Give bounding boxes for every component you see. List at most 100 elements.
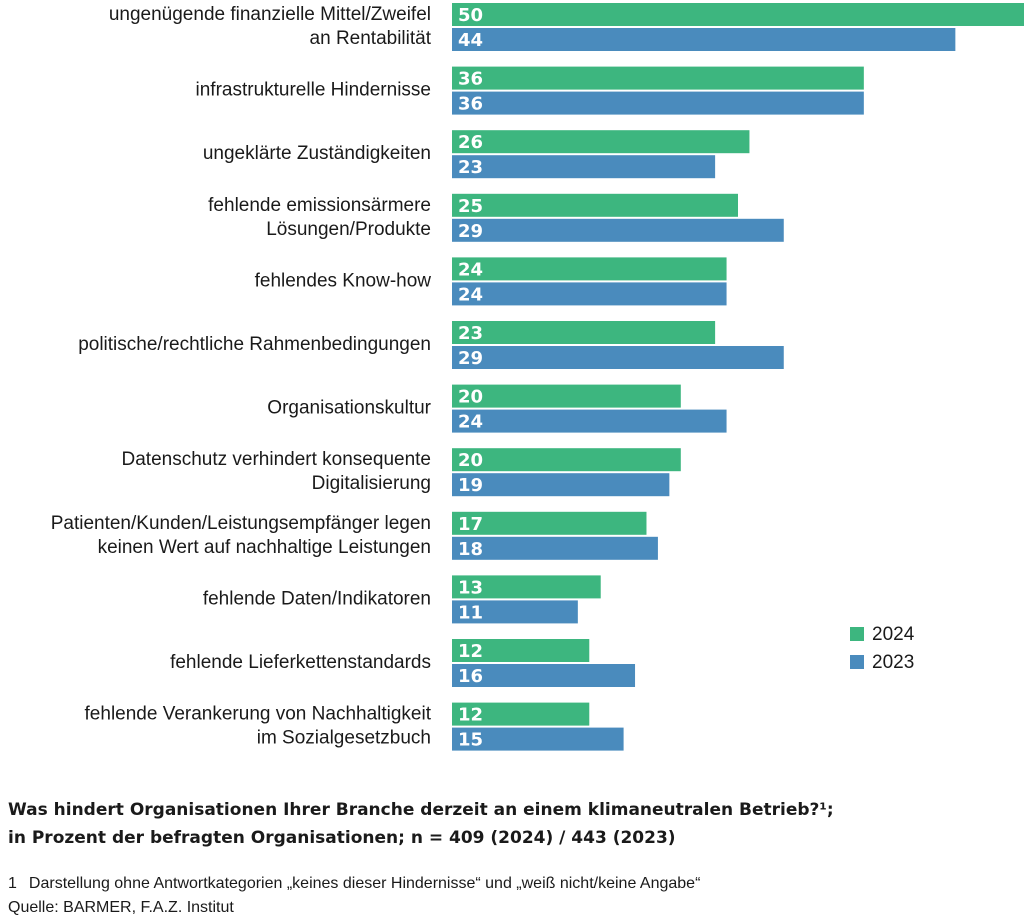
category-label-line: fehlende Verankerung von Nachhaltigkeit: [85, 704, 432, 725]
bar-2024: [452, 639, 590, 662]
bar-2024: [452, 193, 738, 217]
category-group: fehlende Verankerung von Nachhaltigkeit i…: [85, 702, 624, 751]
legend-swatch-2024: [850, 627, 864, 641]
bar-value-label: 36: [458, 69, 483, 90]
bar-value-label: 24: [458, 284, 483, 305]
category-group: fehlende Daten/Indikatoren 13 11: [203, 575, 601, 624]
bar-2024: [452, 384, 681, 408]
category-label: Datenschutz verhindert konsequente Digita…: [122, 449, 431, 494]
bar-2023: [452, 536, 658, 560]
category-group: fehlende emissionsärmere Lösungen/Produkt…: [208, 193, 784, 242]
bar-value-label: 20: [458, 450, 483, 471]
category-label: fehlende emissionsärmere Lösungen/Produkt…: [208, 195, 431, 240]
category-label: infrastrukturelle Hindernisse: [196, 80, 432, 101]
source-note: Quelle: BARMER, F.A.Z. Institut: [8, 899, 234, 916]
bar-value-label: 36: [458, 94, 483, 115]
category-group: Organisationskultur 20 24: [267, 384, 727, 433]
caption-line-2: in Prozent der befragten Organisationen;…: [8, 828, 676, 848]
bar-2023: [452, 473, 670, 497]
category-group: politische/rechtliche Rahmenbedingungen 2…: [78, 321, 784, 369]
category-group: fehlendes Know-how 24 24: [255, 257, 727, 306]
category-label: politische/rechtliche Rahmenbedingungen: [78, 334, 431, 355]
bar-value-label: 11: [458, 602, 483, 623]
category-label-line: fehlende emissionsärmere: [208, 195, 431, 216]
category-group: Datenschutz verhindert konsequente Digita…: [122, 448, 681, 497]
caption-line-1: Was hindert Organisationen Ihrer Branche…: [8, 800, 834, 820]
bar-2023: [452, 28, 956, 51]
bar-2023: [452, 346, 784, 369]
bar-value-label: 24: [458, 412, 483, 433]
category-label-line: fehlende Lieferkettenstandards: [170, 652, 431, 673]
category-label: Patienten/Kunden/Leistungsempfänger lege…: [51, 513, 431, 558]
footnote-mark: 1: [8, 875, 17, 892]
bar-value-label: 18: [458, 539, 483, 560]
category-label-line: infrastrukturelle Hindernisse: [196, 80, 432, 101]
category-group: fehlende Lieferkettenstandards 12 16: [170, 639, 636, 687]
legend-label-2024: 2024: [872, 624, 915, 645]
bar-value-label: 26: [458, 132, 483, 153]
bar-value-label: 13: [458, 577, 483, 598]
bar-value-label: 15: [458, 730, 483, 751]
bar-2024: [452, 3, 1024, 26]
bar-value-label: 23: [458, 323, 483, 344]
legend-label-2023: 2023: [872, 652, 914, 673]
bar-value-label: 29: [458, 221, 483, 242]
bar-value-label: 16: [458, 666, 483, 687]
category-group: ungenügende finanzielle Mittel/Zweifel an…: [109, 3, 1024, 51]
category-label-line: Patienten/Kunden/Leistungsempfänger lege…: [51, 513, 431, 534]
category-label-line: ungeklärte Zuständigkeiten: [203, 143, 431, 164]
bar-2024: [452, 702, 590, 726]
category-label: ungeklärte Zuständigkeiten: [203, 143, 431, 164]
bar-2024: [452, 448, 681, 472]
category-label-line: Datenschutz verhindert konsequente: [122, 449, 431, 470]
bar-value-label: 29: [458, 348, 483, 369]
category-label-line: Digitalisierung: [312, 473, 431, 494]
bar-value-label: 23: [458, 157, 483, 178]
bar-2023: [452, 664, 636, 687]
bar-value-label: 17: [458, 514, 483, 535]
bar-chart: ungenügende finanzielle Mittel/Zweifel an…: [51, 3, 1024, 751]
bar-value-label: 20: [458, 387, 483, 408]
bar-value-label: 44: [458, 30, 483, 51]
footnote-text: Darstellung ohne Antwortkategorien „kein…: [28, 875, 701, 892]
category-group: infrastrukturelle Hindernisse 36 36: [196, 66, 864, 115]
category-label-line: ungenügende finanzielle Mittel/Zweifel: [109, 4, 431, 25]
category-label: fehlende Verankerung von Nachhaltigkeit i…: [85, 704, 432, 749]
category-label-line: Lösungen/Produkte: [266, 219, 431, 240]
bar-value-label: 19: [458, 475, 483, 496]
bar-2023: [452, 409, 727, 433]
chart-caption: Was hindert Organisationen Ihrer Branche…: [8, 796, 1018, 852]
bar-2023: [452, 282, 727, 306]
bar-value-label: 25: [458, 196, 483, 217]
bar-2024: [452, 511, 647, 535]
bar-value-label: 50: [458, 5, 483, 26]
bar-2024: [452, 130, 750, 154]
category-label-line: an Rentabilität: [310, 28, 432, 49]
category-label-line: keinen Wert auf nachhaltige Leistungen: [98, 537, 431, 558]
bar-2023: [452, 155, 716, 179]
bar-2023: [452, 218, 784, 242]
category-label: fehlendes Know-how: [255, 270, 432, 291]
bar-2023: [452, 600, 578, 624]
bar-value-label: 12: [458, 705, 483, 726]
category-label: ungenügende finanzielle Mittel/Zweifel an…: [109, 4, 432, 49]
legend: 2024 2023: [850, 624, 915, 673]
bar-2024: [452, 257, 727, 281]
bar-2024: [452, 321, 716, 344]
bar-value-label: 24: [458, 259, 483, 280]
category-label-line: im Sozialgesetzbuch: [257, 728, 431, 749]
footnote-1: 1 Darstellung ohne Antwortkategorien „kei…: [8, 872, 700, 896]
category-group: ungeklärte Zuständigkeiten 26 23: [203, 130, 750, 179]
bar-value-label: 12: [458, 641, 483, 662]
category-label-line: fehlende Daten/Indikatoren: [203, 588, 431, 609]
bar-2024: [452, 575, 601, 599]
category-label: Organisationskultur: [267, 398, 431, 419]
category-label: fehlende Daten/Indikatoren: [203, 588, 431, 609]
footnotes: 1 Darstellung ohne Antwortkategorien „kei…: [8, 872, 700, 920]
bar-2023: [452, 727, 624, 751]
bar-2023: [452, 91, 864, 115]
category-label: fehlende Lieferkettenstandards: [170, 652, 431, 673]
bar-2024: [452, 66, 864, 90]
category-label-line: Organisationskultur: [267, 398, 431, 419]
category-group: Patienten/Kunden/Leistungsempfänger lege…: [51, 511, 658, 560]
